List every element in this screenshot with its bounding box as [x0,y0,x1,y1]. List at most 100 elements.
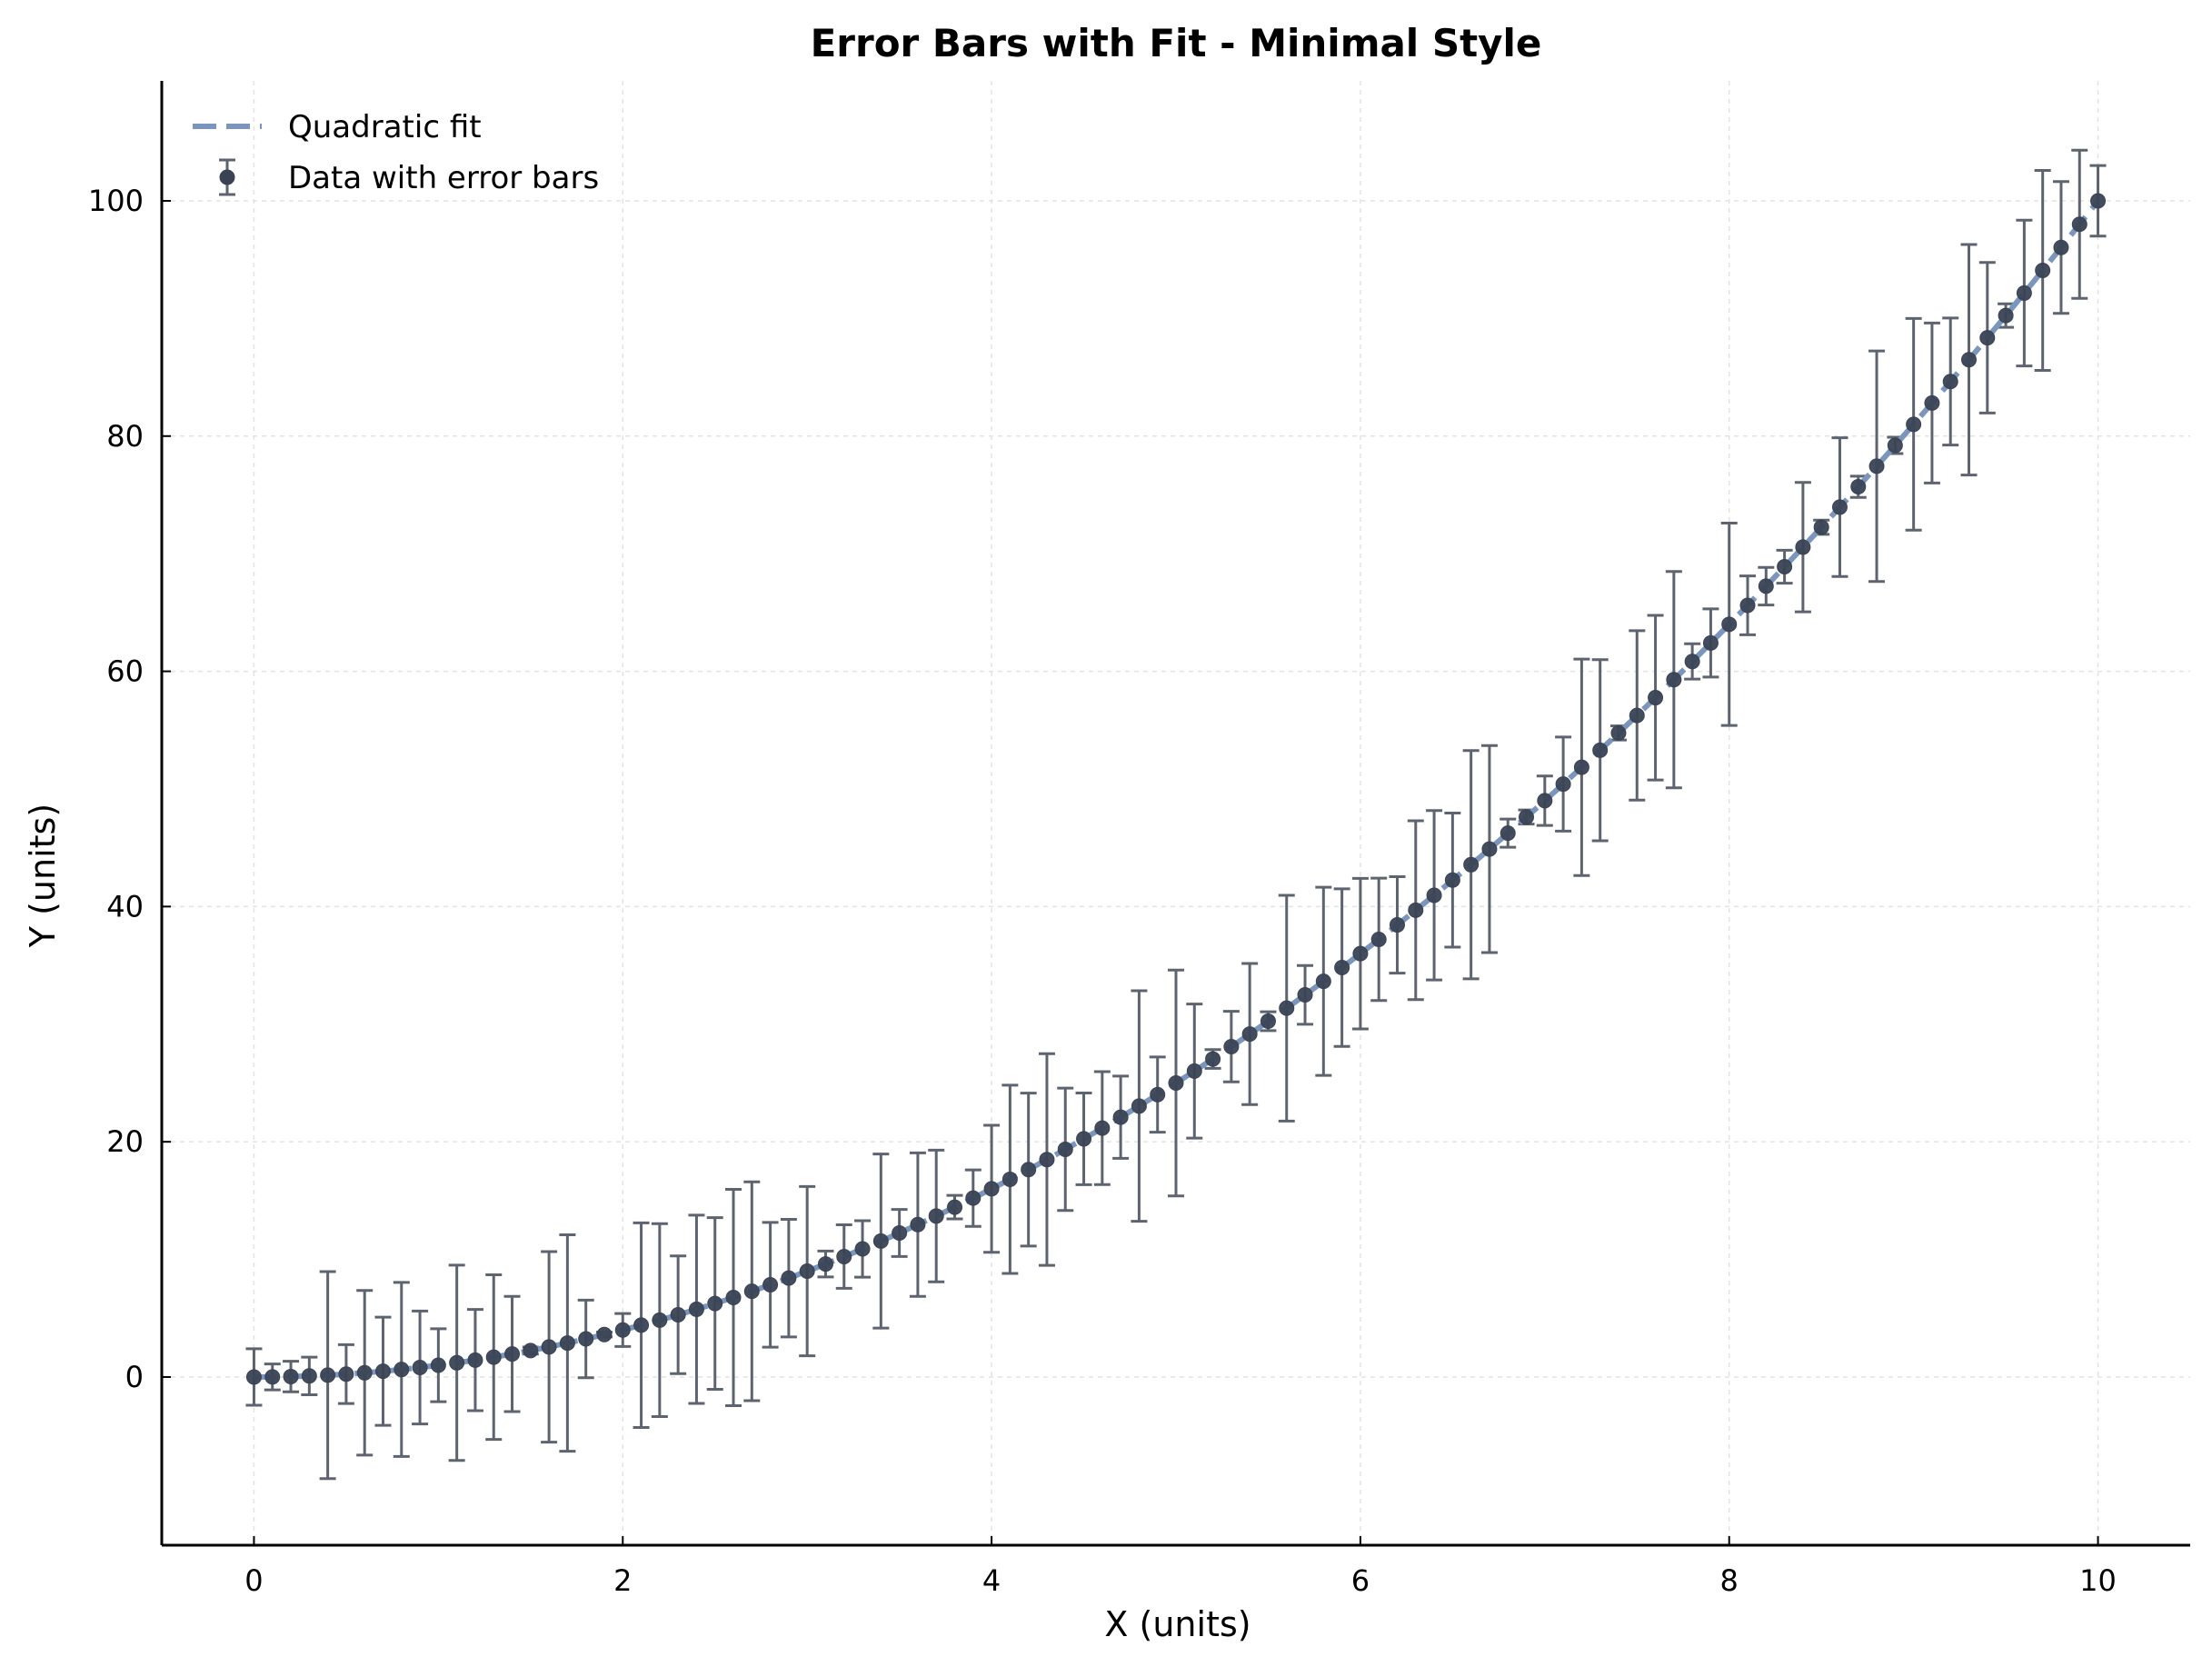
data-point [467,1352,483,1368]
data-point [799,1263,815,1280]
data-point [1205,1051,1221,1067]
data-point [449,1354,465,1371]
data-point [872,1233,889,1249]
data-point [1150,1086,1166,1103]
data-point [1001,1171,1018,1187]
data-point [1721,616,1738,633]
data-point [320,1367,336,1383]
data-point [817,1256,833,1273]
data-point [1795,539,1811,555]
data-point [1979,330,1996,346]
data-point [854,1241,871,1257]
data-point [1481,841,1498,857]
data-point [1592,742,1609,758]
data-point [1021,1162,1037,1178]
data-point [1610,724,1627,741]
y-tick-label: 40 [106,889,144,923]
data-point [596,1326,613,1343]
data-point [394,1362,410,1378]
data-point [1279,1000,1295,1016]
data-point [1573,759,1589,775]
x-axis-label: X (units) [1104,1604,1250,1644]
data-point [356,1364,373,1381]
data-point [1500,825,1516,842]
y-axis-ticks: 0 20 40 60 80 100 [88,184,171,1394]
data-point [283,1368,299,1384]
data-point [1887,437,1903,454]
chart-title: Error Bars with Fit - Minimal Style [811,21,1542,65]
data-point [1942,374,1958,390]
data-point [1758,578,1774,594]
data-point [1389,917,1405,933]
data-point [1702,634,1719,651]
data-point [1334,960,1350,976]
data-point [1629,707,1645,724]
x-tick-label: 0 [244,1563,263,1598]
data-point [1076,1131,1092,1147]
y-tick-label: 0 [125,1360,144,1394]
data-point [2090,193,2107,209]
data-point [504,1346,521,1363]
data-point [523,1343,539,1359]
legend-fit-label: Quadratic fit [288,109,482,145]
data-point [1094,1120,1111,1136]
data-point [670,1307,686,1323]
data-point [1408,902,1424,918]
legend-data-swatch [219,158,235,196]
x-axis-ticks: 0 2 4 6 8 10 [244,1536,2117,1598]
data-point [245,1369,262,1385]
data-point [578,1331,594,1347]
data-point [264,1369,281,1385]
data-point [1961,352,1978,368]
x-tick-label: 10 [2079,1563,2117,1598]
data-point [430,1357,446,1373]
data-point [1444,872,1460,888]
data-point [1297,987,1313,1003]
data-point [1537,793,1553,809]
data-point [541,1339,557,1355]
data-point [1924,394,1940,411]
y-axis-label: Y (units) [23,804,63,948]
data-point [892,1224,908,1241]
data-point [1241,1026,1258,1043]
data-point [633,1317,650,1333]
x-tick-label: 4 [982,1563,1001,1598]
data-point [1777,559,1793,575]
data-point [1684,654,1700,670]
data-point [1186,1063,1202,1079]
data-point [559,1335,575,1352]
x-tick-label: 6 [1351,1563,1370,1598]
data-point [928,1208,944,1224]
data-point [2071,216,2087,233]
data-point [1998,307,2014,324]
data-point [1370,931,1387,947]
data-points [245,193,2107,1385]
data-point [688,1301,704,1317]
x-tick-label: 8 [1720,1563,1739,1598]
data-point [1813,519,1829,535]
data-point [301,1368,317,1384]
data-point [762,1277,779,1293]
y-tick-label: 60 [106,654,144,689]
data-point [1260,1013,1276,1030]
data-point [1352,945,1369,962]
data-point [1850,479,1867,495]
data-point [1168,1074,1184,1091]
data-point [1131,1098,1147,1114]
data-point [338,1366,354,1383]
data-point [1112,1109,1129,1125]
data-point [1426,887,1442,903]
y-tick-label: 80 [106,419,144,454]
data-point [1906,416,1922,433]
legend: Quadratic fit Data with error bars [193,109,599,196]
data-point [1039,1152,1055,1168]
data-point [1315,973,1331,990]
data-point [1223,1038,1240,1054]
data-point [374,1363,391,1380]
data-point [2016,284,2032,301]
data-point [1868,458,1885,474]
data-point [725,1289,742,1305]
grid [162,81,2190,1545]
